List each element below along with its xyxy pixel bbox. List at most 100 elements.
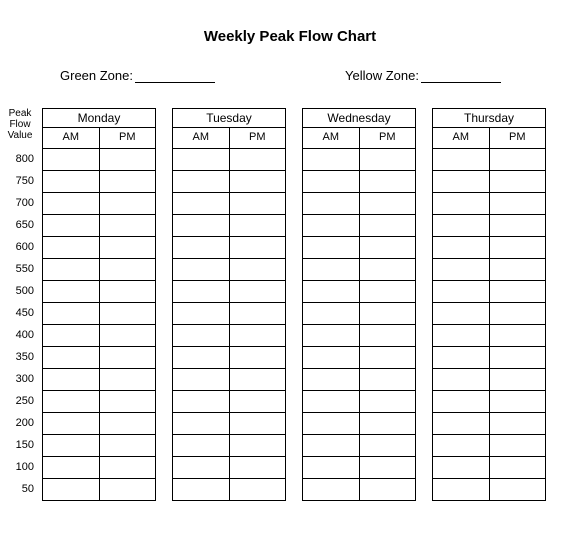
am-cell[interactable]: [303, 259, 360, 280]
pm-cell[interactable]: [230, 215, 286, 236]
am-cell[interactable]: [303, 413, 360, 434]
pm-cell[interactable]: [230, 369, 286, 390]
am-cell[interactable]: [43, 237, 100, 258]
am-cell[interactable]: [433, 435, 490, 456]
am-cell[interactable]: [173, 435, 230, 456]
pm-cell[interactable]: [230, 237, 286, 258]
am-cell[interactable]: [173, 391, 230, 412]
pm-cell[interactable]: [100, 281, 156, 302]
pm-cell[interactable]: [490, 325, 546, 346]
pm-cell[interactable]: [490, 171, 546, 192]
am-cell[interactable]: [173, 171, 230, 192]
am-cell[interactable]: [303, 435, 360, 456]
pm-cell[interactable]: [230, 391, 286, 412]
am-cell[interactable]: [43, 347, 100, 368]
am-cell[interactable]: [433, 281, 490, 302]
am-cell[interactable]: [43, 479, 100, 500]
pm-cell[interactable]: [490, 391, 546, 412]
am-cell[interactable]: [43, 303, 100, 324]
pm-cell[interactable]: [230, 171, 286, 192]
am-cell[interactable]: [173, 193, 230, 214]
am-cell[interactable]: [43, 149, 100, 170]
pm-cell[interactable]: [490, 215, 546, 236]
pm-cell[interactable]: [100, 479, 156, 500]
am-cell[interactable]: [43, 215, 100, 236]
am-cell[interactable]: [303, 237, 360, 258]
am-cell[interactable]: [433, 325, 490, 346]
pm-cell[interactable]: [360, 347, 416, 368]
am-cell[interactable]: [303, 457, 360, 478]
pm-cell[interactable]: [490, 369, 546, 390]
am-cell[interactable]: [303, 303, 360, 324]
am-cell[interactable]: [433, 391, 490, 412]
am-cell[interactable]: [433, 149, 490, 170]
pm-cell[interactable]: [360, 281, 416, 302]
pm-cell[interactable]: [490, 237, 546, 258]
pm-cell[interactable]: [490, 281, 546, 302]
green-zone-blank[interactable]: [135, 82, 215, 83]
pm-cell[interactable]: [100, 303, 156, 324]
pm-cell[interactable]: [230, 325, 286, 346]
pm-cell[interactable]: [100, 347, 156, 368]
pm-cell[interactable]: [360, 435, 416, 456]
am-cell[interactable]: [433, 259, 490, 280]
pm-cell[interactable]: [100, 413, 156, 434]
am-cell[interactable]: [303, 325, 360, 346]
am-cell[interactable]: [433, 457, 490, 478]
am-cell[interactable]: [173, 369, 230, 390]
pm-cell[interactable]: [360, 479, 416, 500]
pm-cell[interactable]: [490, 457, 546, 478]
am-cell[interactable]: [173, 479, 230, 500]
am-cell[interactable]: [303, 171, 360, 192]
am-cell[interactable]: [173, 281, 230, 302]
pm-cell[interactable]: [490, 149, 546, 170]
pm-cell[interactable]: [360, 259, 416, 280]
pm-cell[interactable]: [230, 281, 286, 302]
am-cell[interactable]: [43, 171, 100, 192]
am-cell[interactable]: [433, 369, 490, 390]
am-cell[interactable]: [173, 303, 230, 324]
pm-cell[interactable]: [490, 435, 546, 456]
pm-cell[interactable]: [360, 325, 416, 346]
am-cell[interactable]: [43, 369, 100, 390]
pm-cell[interactable]: [490, 259, 546, 280]
am-cell[interactable]: [433, 413, 490, 434]
am-cell[interactable]: [43, 413, 100, 434]
am-cell[interactable]: [173, 457, 230, 478]
am-cell[interactable]: [433, 479, 490, 500]
pm-cell[interactable]: [100, 391, 156, 412]
pm-cell[interactable]: [230, 149, 286, 170]
am-cell[interactable]: [433, 193, 490, 214]
pm-cell[interactable]: [230, 259, 286, 280]
pm-cell[interactable]: [490, 193, 546, 214]
pm-cell[interactable]: [360, 303, 416, 324]
am-cell[interactable]: [173, 325, 230, 346]
am-cell[interactable]: [303, 149, 360, 170]
am-cell[interactable]: [173, 413, 230, 434]
pm-cell[interactable]: [490, 303, 546, 324]
pm-cell[interactable]: [100, 259, 156, 280]
am-cell[interactable]: [433, 237, 490, 258]
am-cell[interactable]: [43, 259, 100, 280]
pm-cell[interactable]: [360, 369, 416, 390]
am-cell[interactable]: [43, 325, 100, 346]
pm-cell[interactable]: [360, 171, 416, 192]
am-cell[interactable]: [303, 369, 360, 390]
am-cell[interactable]: [173, 347, 230, 368]
am-cell[interactable]: [303, 347, 360, 368]
pm-cell[interactable]: [100, 215, 156, 236]
am-cell[interactable]: [303, 479, 360, 500]
am-cell[interactable]: [43, 435, 100, 456]
pm-cell[interactable]: [490, 479, 546, 500]
pm-cell[interactable]: [490, 413, 546, 434]
am-cell[interactable]: [433, 347, 490, 368]
pm-cell[interactable]: [360, 193, 416, 214]
pm-cell[interactable]: [100, 435, 156, 456]
am-cell[interactable]: [43, 193, 100, 214]
pm-cell[interactable]: [360, 457, 416, 478]
am-cell[interactable]: [173, 149, 230, 170]
am-cell[interactable]: [303, 193, 360, 214]
pm-cell[interactable]: [360, 215, 416, 236]
pm-cell[interactable]: [230, 413, 286, 434]
pm-cell[interactable]: [100, 149, 156, 170]
